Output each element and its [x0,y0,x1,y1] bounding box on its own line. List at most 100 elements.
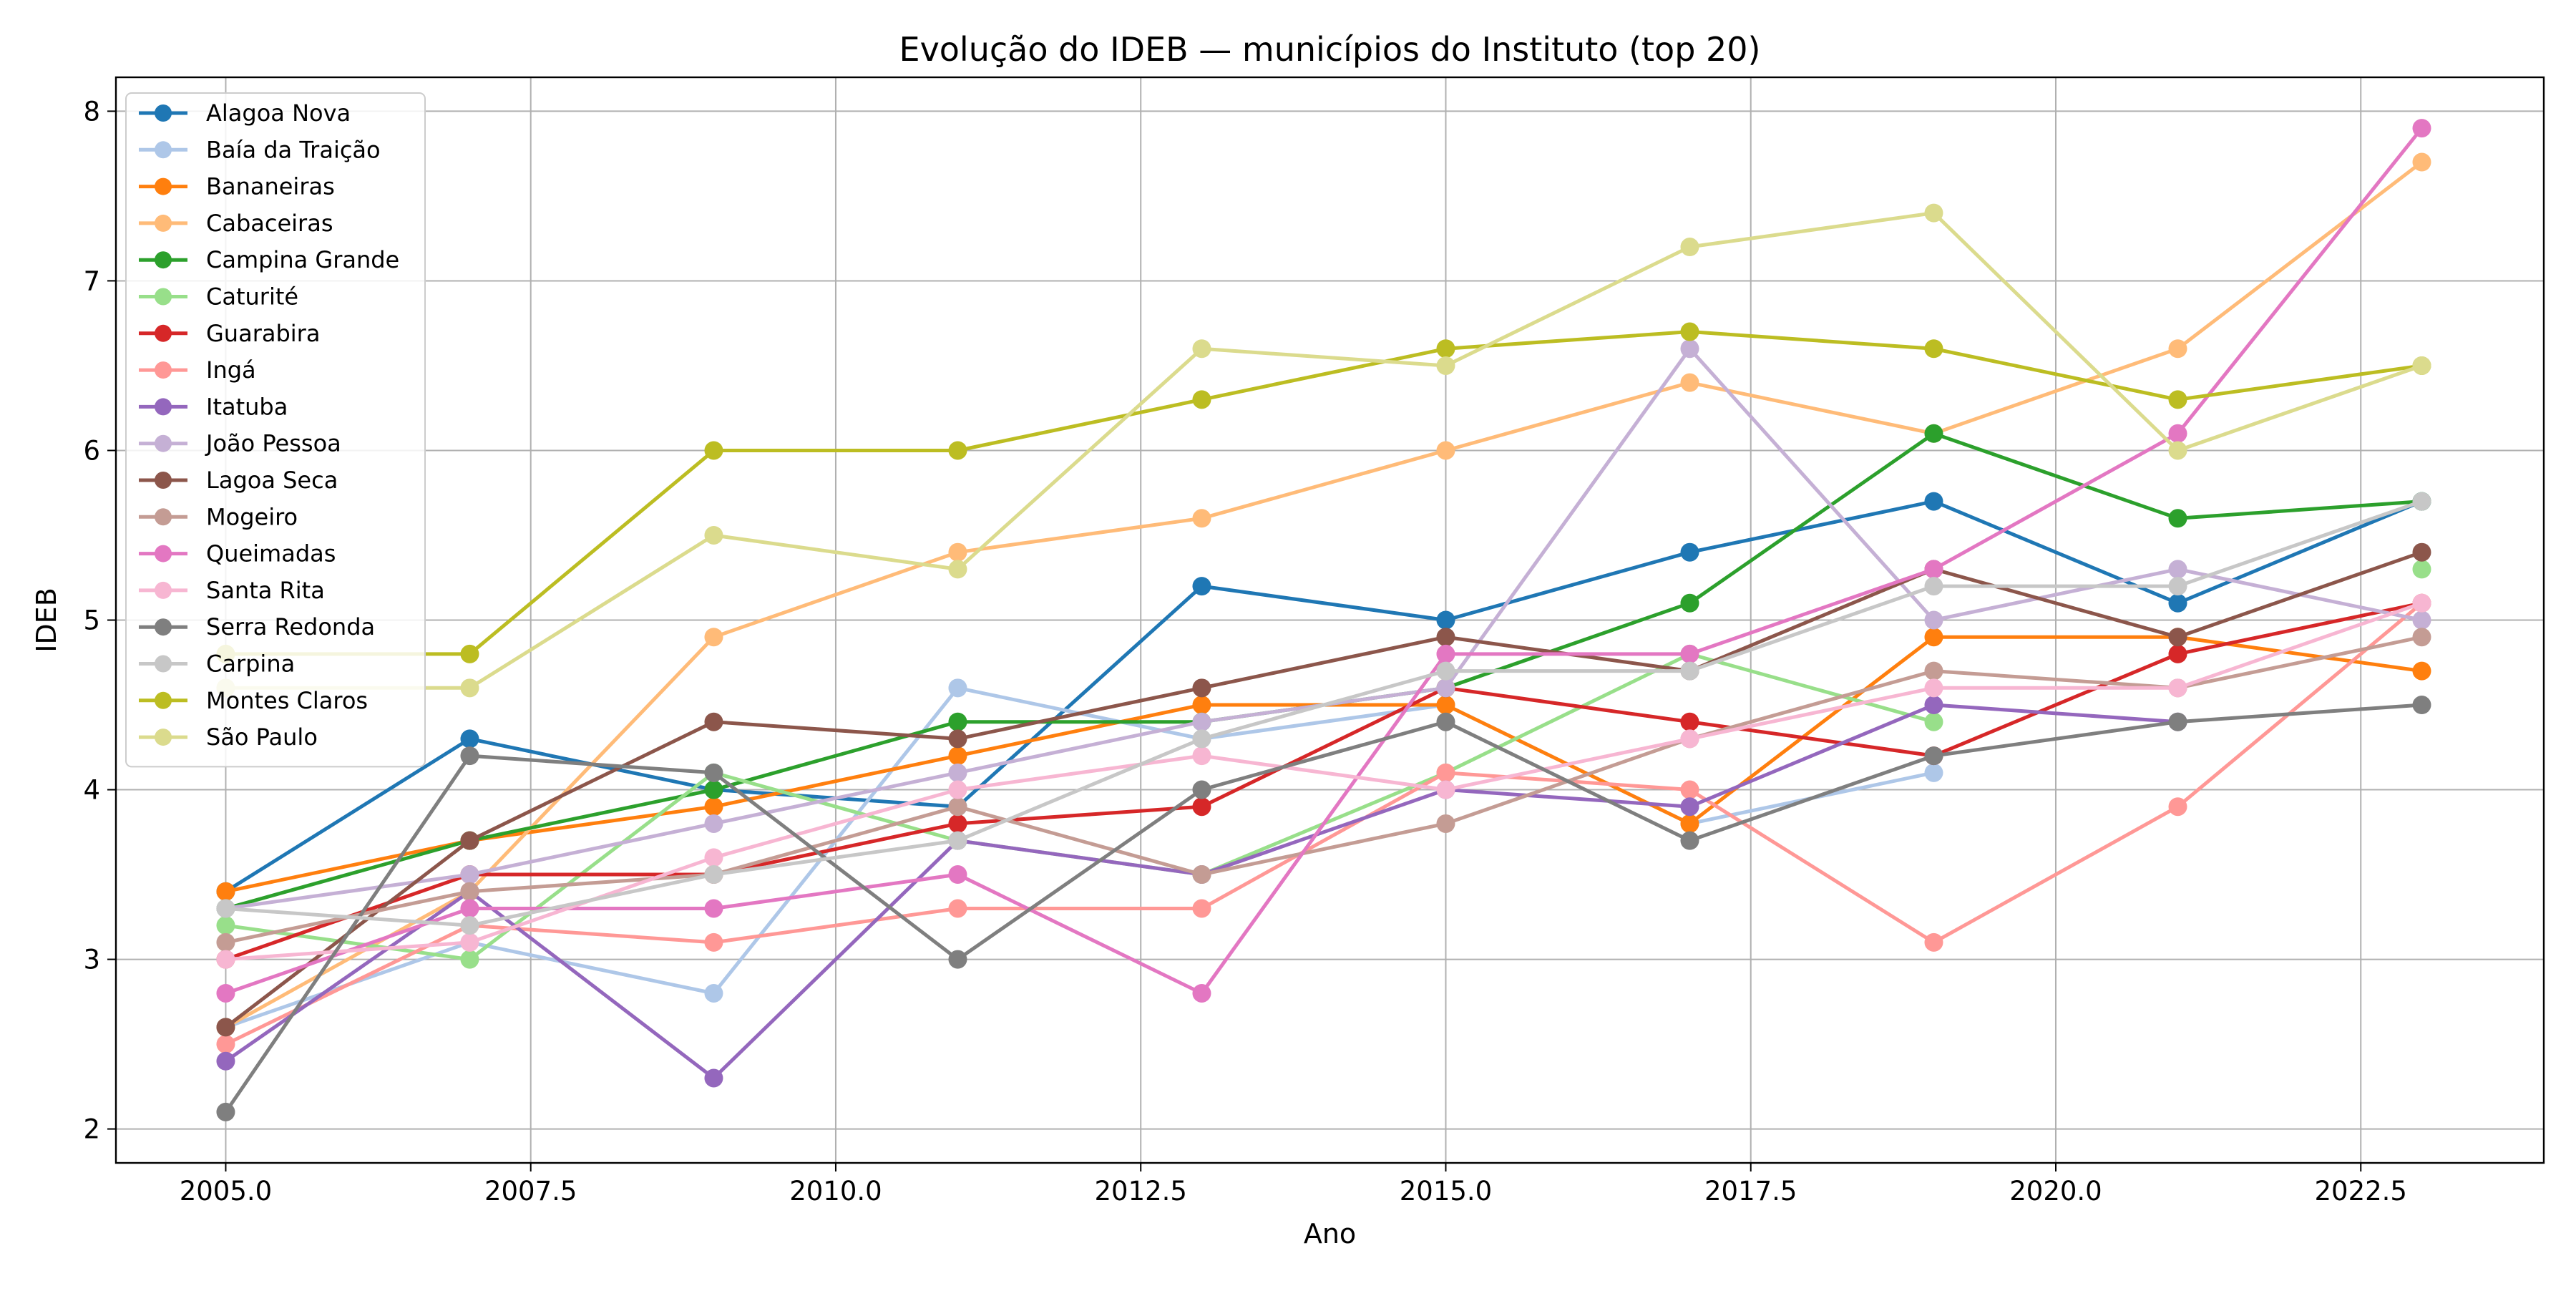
legend-marker [155,141,172,159]
data-point [1680,814,1699,833]
data-point [460,831,479,850]
data-point [1192,797,1211,817]
data-point [2412,628,2431,647]
data-point [704,814,723,833]
data-point [1924,203,1943,223]
data-point [1436,696,1455,715]
grid [116,77,2544,1163]
legend-item: Itatuba [139,393,288,420]
series-line [224,126,2424,995]
data-point [1436,780,1455,799]
data-point [1192,712,1211,731]
legend-label: Guarabira [206,320,320,347]
legend-label: Carpina [206,651,295,678]
data-point [1924,746,1943,766]
data-point [216,1018,235,1037]
data-point [1680,593,1699,613]
data-point [1924,610,1943,630]
chart-title: Evolução do IDEB — municípios do Institu… [899,30,1761,69]
data-point [704,712,723,731]
series-carpina [216,492,2431,935]
legend-marker [155,104,172,122]
legend-label: Mogeiro [206,503,298,530]
data-point [948,797,967,817]
data-point [948,780,967,799]
legend-marker [155,434,172,452]
data-point [1436,661,1455,681]
data-point [948,950,967,969]
data-point [1680,661,1699,681]
data-point [2168,712,2187,731]
data-point [704,899,723,918]
series-line [224,211,2424,690]
legend-label: Caturité [206,283,298,311]
data-point [1192,729,1211,749]
x-tick-label: 2012.5 [1094,1176,1186,1207]
data-point [704,848,723,867]
legend-item: Guarabira [139,320,320,347]
ticks: 2005.0 2007.5 2010.0 2012.5 2015.0 2017.5 2020… [83,96,2407,1207]
legend-label: Cabaceiras [206,210,333,237]
data-point [1436,814,1455,833]
data-point [1680,238,1699,257]
data-point [1192,577,1211,596]
data-point [704,441,723,460]
x-tick-label: 2022.5 [2315,1176,2407,1207]
data-point [2412,356,2431,375]
legend-label: São Paulo [206,724,318,751]
data-point [1924,560,1943,579]
data-point [1924,661,1943,681]
data-point [1192,696,1211,715]
data-point [948,746,967,766]
legend-label: Serra Redonda [206,613,375,640]
legend-marker [155,251,172,269]
data-point [1192,390,1211,409]
data-point [2412,661,2431,681]
legend-item: Montes Claros [139,687,368,714]
data-point [1436,678,1455,698]
legend-label: Baía da Traição [206,136,381,163]
legend-label: Queimadas [206,540,336,567]
data-point [1192,899,1211,918]
data-point [2412,610,2431,630]
legend-label: Lagoa Seca [206,467,338,494]
data-point [2168,339,2187,359]
legend-marker [155,324,172,342]
data-point [1924,424,1943,443]
data-point [1924,678,1943,698]
series-line [224,550,2424,1029]
data-point [460,932,479,952]
data-point [2412,560,2431,579]
data-point [460,882,479,901]
legend-marker [155,729,172,746]
x-tick-label: 2017.5 [1704,1176,1797,1207]
data-point [216,916,235,935]
data-point [216,1102,235,1121]
data-point [704,1068,723,1088]
data-point [1680,339,1699,359]
data-point [1436,628,1455,647]
data-point [1680,729,1699,749]
data-point [2168,797,2187,817]
data-point [1680,373,1699,392]
data-point [1436,644,1455,663]
x-tick-label: 2020.0 [2009,1176,2102,1207]
data-point [1436,763,1455,782]
data-point [1680,797,1699,817]
data-point [216,983,235,1003]
data-point [1436,356,1455,375]
legend-item: Campina Grande [139,246,399,273]
data-point [1436,441,1455,460]
data-point [216,899,235,918]
data-point [460,678,479,698]
series-line [224,330,2424,656]
data-point [1192,865,1211,885]
data-point [460,916,479,935]
legend-item: Caturité [139,283,298,311]
data-point [1680,542,1699,562]
x-axis-label: Ano [1304,1218,1356,1249]
legend-marker [155,691,172,709]
legend-label: Campina Grande [206,246,399,273]
data-point [1680,780,1699,799]
